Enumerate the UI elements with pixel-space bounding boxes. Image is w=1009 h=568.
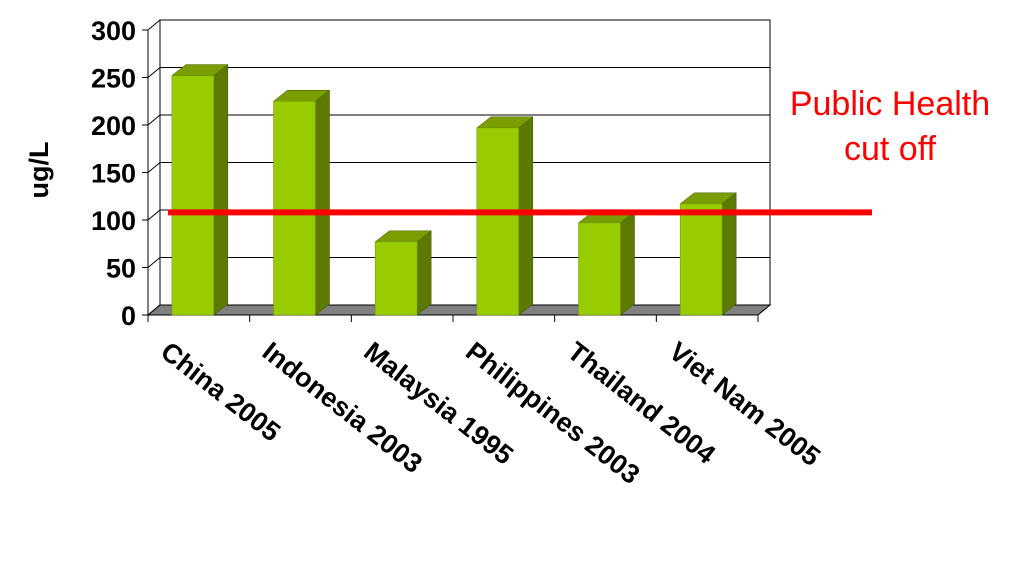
y-axis-label: ug/L (24, 142, 54, 199)
gridline-depth (147, 162, 161, 173)
reference-line-annotation: Public Health cut off (760, 82, 1009, 172)
bar (476, 127, 520, 316)
reference-label-line-2: cut off (844, 130, 936, 168)
gridline-depth (147, 114, 161, 126)
gridline-depth (147, 67, 161, 78)
bar (273, 101, 316, 316)
bar-side (416, 230, 432, 316)
bar-side (620, 211, 635, 316)
bar (171, 75, 215, 316)
bar (679, 203, 723, 316)
y-tick-label: 300 (91, 16, 136, 46)
bar-side (213, 64, 229, 316)
bar (374, 241, 418, 316)
chart-floor (146, 304, 772, 316)
gridline-depth (147, 304, 161, 316)
gridline-depth (147, 209, 161, 221)
y-tick-label: 150 (91, 159, 136, 189)
y-tick-label: 100 (91, 206, 136, 236)
bar-side (315, 89, 330, 316)
bar (578, 222, 621, 316)
gridline-depth (147, 257, 161, 268)
y-tick-label: 250 (91, 64, 136, 94)
gridline-depth (147, 19, 161, 31)
y-tick-label: 200 (91, 111, 136, 141)
reference-label-line-1: Public Health (789, 85, 991, 123)
y-tick-label: 0 (121, 301, 136, 331)
y-tick-label: 50 (106, 254, 136, 284)
x-tick-label: Philippines 2003 (460, 336, 645, 490)
bar-side (518, 116, 534, 316)
